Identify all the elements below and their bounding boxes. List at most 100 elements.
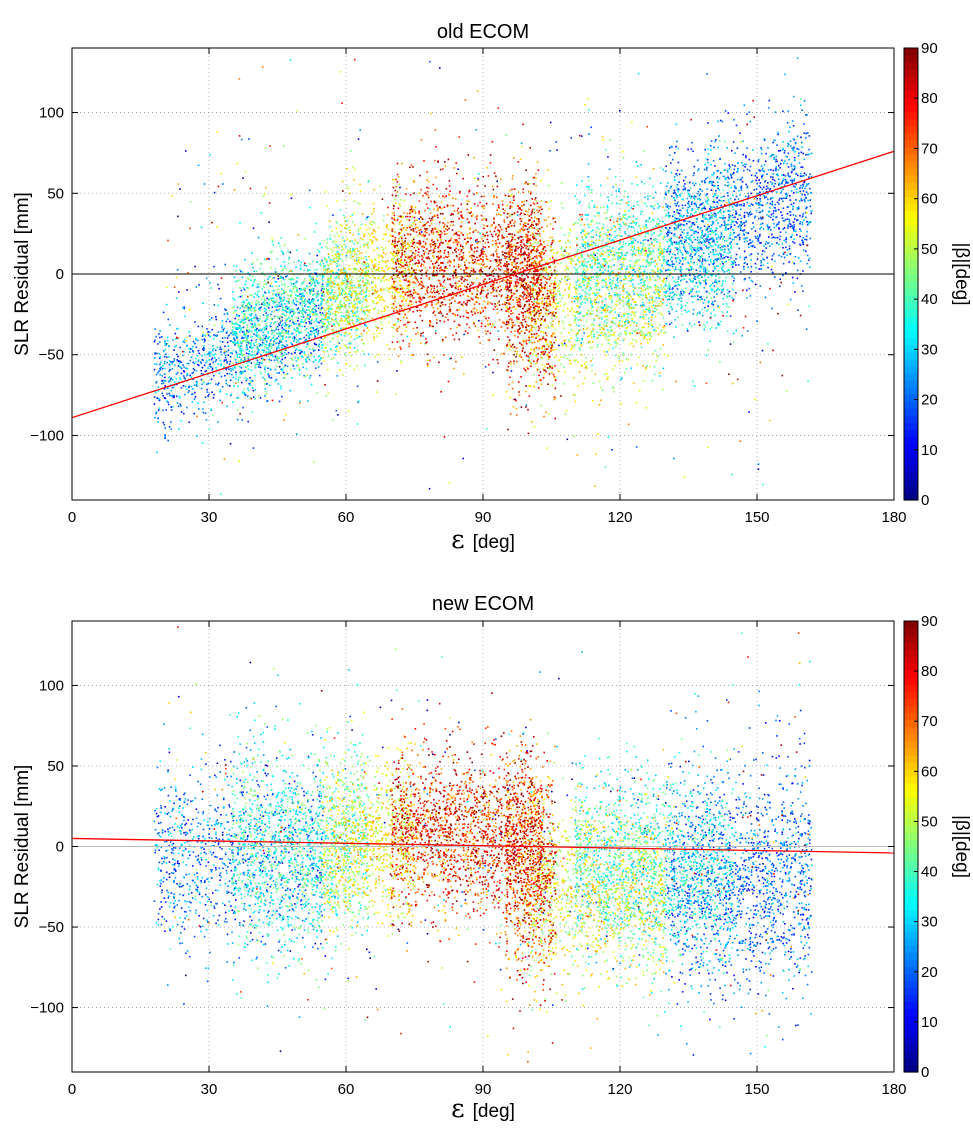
scatter-point xyxy=(167,337,169,339)
scatter-point xyxy=(689,275,691,277)
scatter-point xyxy=(257,294,259,296)
scatter-point xyxy=(763,245,765,247)
scatter-point xyxy=(302,307,304,309)
scatter-point xyxy=(654,311,656,313)
scatter-point xyxy=(633,291,635,293)
scatter-point xyxy=(683,233,685,235)
scatter-point xyxy=(222,183,224,185)
scatter-point xyxy=(789,261,791,263)
scatter-point xyxy=(264,338,266,340)
scatter-point xyxy=(715,275,717,277)
scatter-point xyxy=(716,293,718,295)
scatter-point xyxy=(177,402,179,404)
scatter-point xyxy=(611,194,613,196)
scatter-point xyxy=(207,391,209,393)
scatter-point xyxy=(260,306,262,308)
scatter-point xyxy=(756,172,758,174)
scatter-point xyxy=(721,289,723,291)
scatter-point xyxy=(309,293,311,295)
scatter-point xyxy=(685,176,687,178)
scatter-point xyxy=(668,213,670,215)
scatter-point xyxy=(574,296,576,298)
scatter-point xyxy=(746,113,748,115)
scatter-point xyxy=(238,329,240,331)
scatter-point xyxy=(172,379,174,381)
scatter-point xyxy=(767,187,769,189)
scatter-point xyxy=(678,225,680,227)
scatter-point xyxy=(690,187,692,189)
scatter-point xyxy=(204,354,206,356)
scatter-point xyxy=(691,142,693,144)
scatter-point xyxy=(713,172,715,174)
scatter-point xyxy=(644,236,646,238)
scatter-point xyxy=(708,256,710,258)
scatter-point xyxy=(570,354,572,356)
scatter-point xyxy=(794,291,796,293)
scatter-point xyxy=(637,184,639,186)
scatter-point xyxy=(286,353,288,355)
scatter-point xyxy=(298,260,300,262)
scatter-point xyxy=(605,269,607,271)
scatter-point xyxy=(697,170,699,172)
scatter-point xyxy=(580,216,582,218)
scatter-point xyxy=(220,351,222,353)
scatter-point xyxy=(772,219,774,221)
scatter-point xyxy=(749,111,751,113)
scatter-point xyxy=(637,241,639,243)
scatter-point xyxy=(564,234,566,236)
scatter-point xyxy=(252,327,254,329)
scatter-point xyxy=(739,204,741,206)
scatter-point xyxy=(172,406,174,408)
scatter-point xyxy=(231,352,233,354)
scatter-point xyxy=(220,360,222,362)
scatter-point xyxy=(352,315,354,317)
scatter-point xyxy=(796,234,798,236)
scatter-point xyxy=(740,229,742,231)
scatter-point xyxy=(204,348,206,350)
scatter-point xyxy=(335,272,337,274)
scatter-point xyxy=(249,353,251,355)
scatter-point xyxy=(262,294,264,296)
scatter-point xyxy=(742,165,744,167)
scatter-point xyxy=(202,408,204,410)
scatter-point xyxy=(673,458,675,460)
scatter-point xyxy=(211,317,213,319)
scatter-point xyxy=(723,246,725,248)
scatter-point xyxy=(707,260,709,262)
scatter-point xyxy=(341,315,343,317)
scatter-point xyxy=(786,193,788,195)
scatter-point xyxy=(716,265,718,267)
scatter-point xyxy=(581,339,583,341)
scatter-point xyxy=(621,264,623,266)
scatter-point xyxy=(582,301,584,303)
scatter-point xyxy=(224,328,226,330)
scatter-point xyxy=(218,331,220,333)
scatter-point xyxy=(593,334,595,336)
scatter-point xyxy=(793,226,795,228)
scatter-point xyxy=(258,366,260,368)
scatter-point xyxy=(728,306,730,308)
scatter-point xyxy=(769,211,771,213)
scatter-point xyxy=(250,380,252,382)
scatter-point xyxy=(797,278,799,280)
scatter-point xyxy=(790,299,792,301)
scatter-point xyxy=(277,333,279,335)
scatter-point xyxy=(793,180,795,182)
scatter-point xyxy=(588,188,590,190)
scatter-point xyxy=(716,197,718,199)
scatter-point xyxy=(310,334,312,336)
scatter-point xyxy=(766,196,768,198)
scatter-point xyxy=(254,324,256,326)
scatter-point xyxy=(303,309,305,311)
scatter-point xyxy=(667,296,669,298)
scatter-point xyxy=(609,246,611,248)
scatter-point xyxy=(179,347,181,349)
scatter-point xyxy=(810,206,812,208)
scatter-point xyxy=(717,196,719,198)
scatter-point xyxy=(236,265,238,267)
scatter-point xyxy=(357,320,359,322)
scatter-point xyxy=(226,393,228,395)
scatter-point xyxy=(725,110,727,112)
scatter-point xyxy=(366,259,368,261)
scatter-point xyxy=(429,61,431,63)
